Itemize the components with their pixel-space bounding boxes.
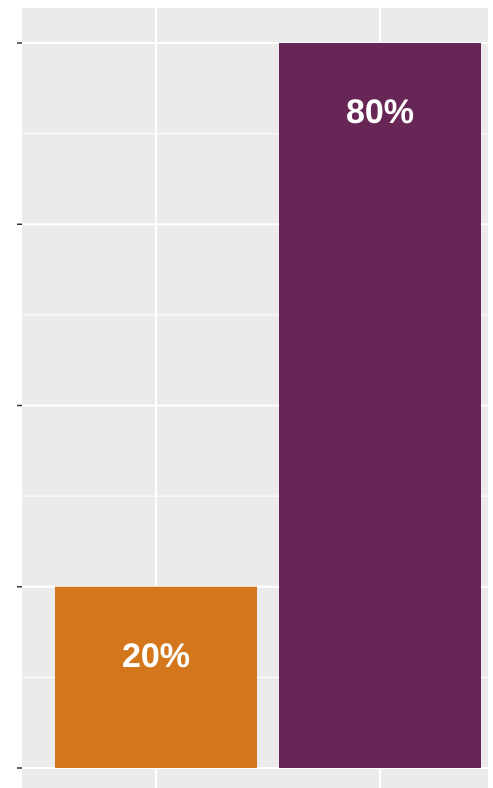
- bar-0: [55, 586, 257, 768]
- bar-data-labels: 20% 80%: [122, 93, 414, 675]
- y-axis-ticks: [17, 42, 22, 769]
- bar-1: [279, 43, 481, 768]
- bar-label-0: 20%: [122, 637, 190, 675]
- bar-label-1: 80%: [346, 93, 414, 131]
- bars: [55, 43, 481, 768]
